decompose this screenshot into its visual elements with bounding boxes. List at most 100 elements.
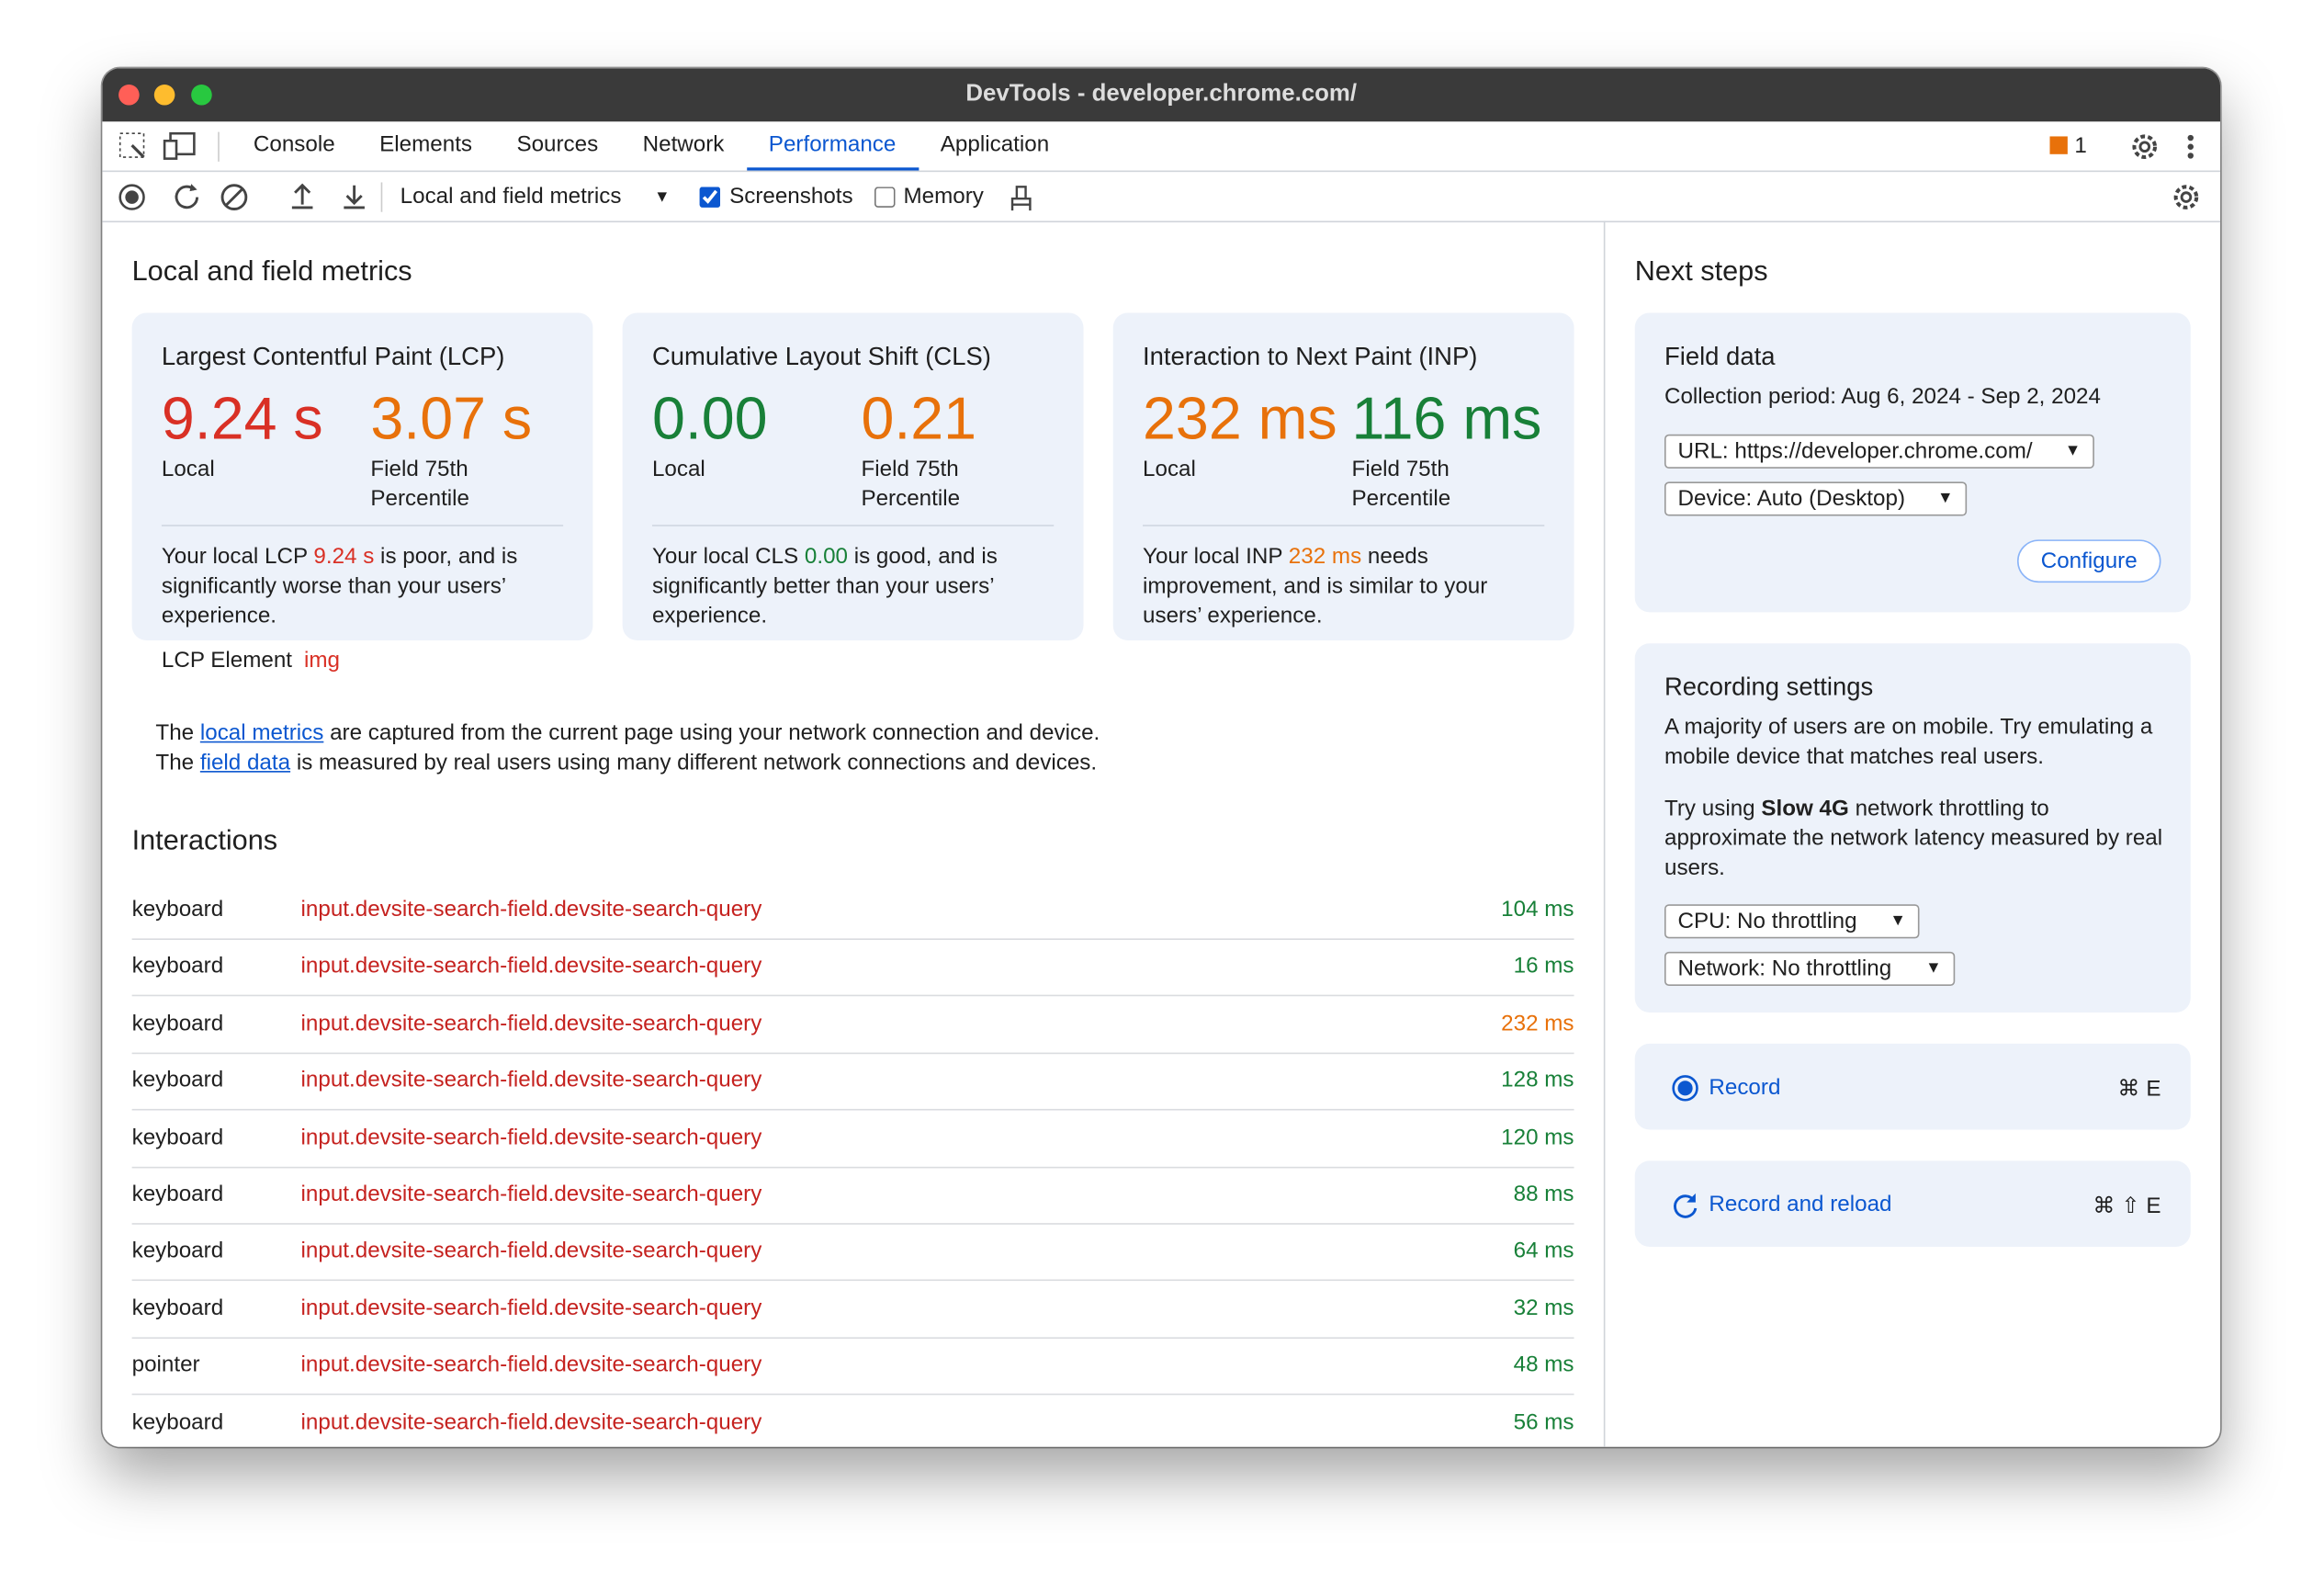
network-select[interactable]: Network: No throttling ▼ [1664,951,1956,986]
field-value: 116 ms [1351,387,1542,453]
interaction-type: keyboard [131,1238,224,1264]
field-label: Field 75th Percentile [1351,456,1451,512]
interaction-target: input.devsite-search-field.devsite-searc… [300,1409,762,1435]
element-value[interactable]: img [303,648,340,673]
interaction-row[interactable]: keyboard input.devsite-search-field.devsi… [131,996,1574,1054]
local-value: 232 ms [1143,387,1337,453]
interaction-target: input.devsite-search-field.devsite-searc… [300,1295,762,1321]
interaction-row[interactable]: keyboard input.devsite-search-field.devsi… [131,1224,1574,1282]
card-title: Interaction to Next Paint (INP) [1143,342,1478,371]
box-title: Recording settings [1664,673,1874,702]
metrics-panel: Local and field metrics Largest Contentf… [102,221,1606,1447]
url-select[interactable]: URL: https://developer.chrome.com/▼ [1664,434,2094,469]
gc-icon[interactable] [998,177,1043,216]
interaction-duration: 32 ms [1513,1295,1574,1321]
interaction-type: keyboard [131,1409,224,1435]
note-line: The field data is measured by real users… [155,749,1100,778]
capture-settings-icon[interactable] [2170,181,2202,213]
tab[interactable]: Network [642,131,725,158]
card-title: Largest Contentful Paint (LCP) [161,342,505,371]
card-description: Your local CLS 0.00 is good, and is sign… [652,543,1054,632]
shortcut: ⌘ E [2117,1076,2161,1102]
metric-card: Largest Contentful Paint (LCP) 9.24 s Loca… [131,312,593,673]
divider [161,525,564,526]
interaction-duration: 56 ms [1513,1409,1574,1435]
card-description: Your local INP 232 ms needs improvement,… [1143,543,1544,632]
note-line: The local metrics are captured from the … [155,719,1100,749]
tab[interactable]: Elements [379,131,473,158]
text: network throttling to approximate the ne… [1664,796,2163,881]
tab[interactable]: Application [940,131,1050,158]
interaction-row[interactable]: pointer input.devsite-search-field.devsit… [131,1338,1574,1396]
device-select[interactable]: Device: Auto (Desktop) ▼ [1664,481,1968,516]
inspect-icons[interactable] [102,121,206,169]
toolbar-icons[interactable] [102,175,368,219]
record-button[interactable]: Record ⌘ E [1634,1043,2191,1130]
interaction-row[interactable]: keyboard input.devsite-search-field.devsi… [131,939,1574,997]
interaction-target: input.devsite-search-field.devsite-searc… [300,1068,762,1093]
record-reload-label: Record and reload [1709,1192,1892,1217]
interactions-title: Interactions [131,825,278,857]
interaction-target: input.devsite-search-field.devsite-searc… [300,1352,762,1378]
interaction-row[interactable]: keyboard input.devsite-search-field.devsi… [131,1167,1574,1225]
interaction-type: keyboard [131,954,224,979]
interaction-target: input.devsite-search-field.devsite-searc… [300,1181,762,1207]
record-reload-button[interactable]: Record and reload ⌘ ⇧ E [1634,1160,2191,1247]
interaction-target: input.devsite-search-field.devsite-searc… [300,1011,762,1036]
metric-card: Cumulative Layout Shift (CLS) 0.00 Local 0.… [622,312,1084,641]
metric-value: 232 ms [1288,544,1362,570]
cpu-text: CPU: No throttling [1677,909,1857,934]
title-bar: DevTools - developer.chrome.com/ [102,68,2221,122]
bold-text: Slow 4G [1761,796,1849,821]
toolbar: Local and field metrics ▼ Screenshots Me… [102,172,2221,223]
interaction-type: keyboard [131,897,224,922]
mode-select[interactable]: Local and field metrics [400,184,622,209]
card-title: Cumulative Layout Shift (CLS) [651,342,991,371]
screenshots-checkbox[interactable] [699,186,721,208]
interaction-duration: 104 ms [1501,897,1574,922]
interaction-type: keyboard [131,1068,224,1093]
minimize-button[interactable] [153,84,175,106]
url-text: URL: https://developer.chrome.com/ [1677,438,2033,465]
text: The [155,720,200,746]
zoom-button[interactable] [191,84,212,106]
next-steps-panel: Next steps Field data Collection period:… [1605,221,2220,1446]
text: are captured from the current page using… [323,720,1100,746]
issues[interactable]: 1 [2048,133,2087,159]
field-label: Field 75th Percentile [370,456,470,512]
window-title: DevTools - developer.chrome.com/ [965,81,1358,107]
metric-value: 9.24 s [313,544,375,570]
field-label: Field 75th Percentile [861,456,961,512]
more-icon[interactable] [2182,130,2199,163]
close-button[interactable] [118,84,140,106]
memory-checkbox[interactable] [874,186,895,208]
local-label: Local [161,456,215,482]
text: needs improvement, and is similar to you… [1143,544,1488,629]
interaction-row[interactable]: keyboard input.devsite-search-field.devsi… [131,1281,1574,1339]
settings-icon[interactable] [2128,130,2160,163]
tab[interactable]: Performance [746,121,919,171]
throttling-text: Try using Slow 4G network throttling to … [1664,795,2169,884]
content: Local and field metrics Largest Contentf… [102,221,2220,1447]
screenshots-label: Screenshots [729,184,853,209]
interaction-duration: 232 ms [1501,1011,1574,1036]
interaction-type: keyboard [131,1181,224,1207]
interaction-row[interactable]: keyboard input.devsite-search-field.devsi… [131,1110,1574,1168]
interaction-row[interactable]: keyboard input.devsite-search-field.devsi… [131,882,1574,940]
metric-value: 0.00 [804,544,849,570]
text: The [155,750,200,775]
text: Try using [1664,796,1762,821]
tabs: Console Elements Sources Network Performance… [231,121,1072,171]
link[interactable]: field data [199,750,291,775]
card-description: Your local LCP 9.24 s is poor, and is si… [162,543,563,676]
tab[interactable]: Console [253,131,335,158]
cpu-select[interactable]: CPU: No throttling ▼ [1664,904,1920,939]
tab[interactable]: Sources [516,131,599,158]
configure-button[interactable]: Configure [2016,539,2161,583]
interaction-row[interactable]: keyboard input.devsite-search-field.devsi… [132,1395,1574,1447]
interaction-row[interactable]: keyboard input.devsite-search-field.devsi… [131,1053,1574,1111]
local-label: Local [651,456,705,482]
local-value: 9.24 s [161,387,323,453]
link[interactable]: local metrics [199,720,324,746]
interaction-type: keyboard [131,1295,224,1321]
